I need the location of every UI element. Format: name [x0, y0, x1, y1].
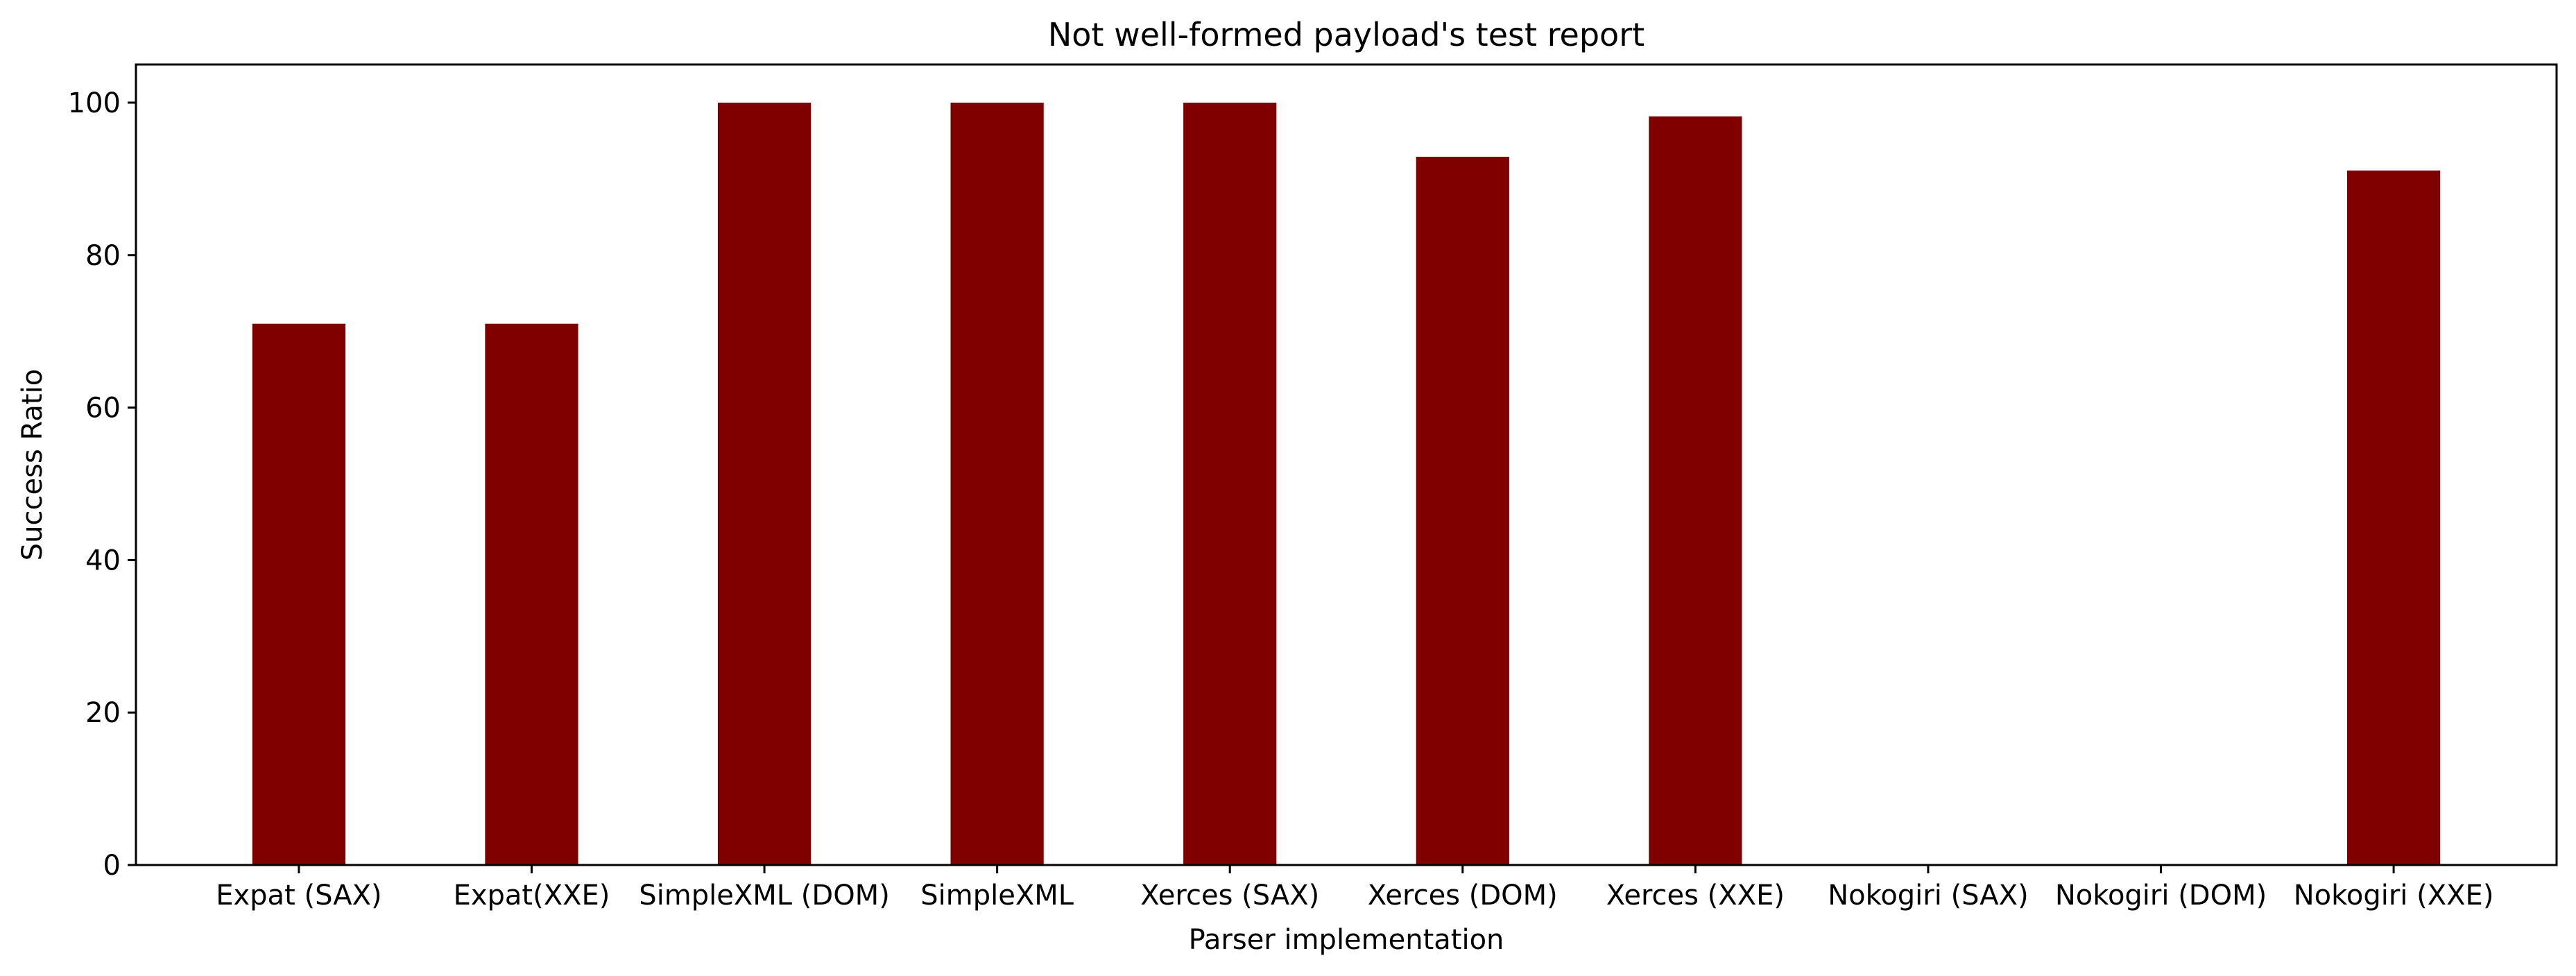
x-tick-label: Nokogiri (XXE)	[2294, 880, 2494, 911]
x-tick-label: Nokogiri (DOM)	[2055, 880, 2267, 911]
x-tick-label: Xerces (SAX)	[1140, 880, 1319, 911]
bar	[485, 323, 578, 866]
plot-frame	[135, 63, 2558, 866]
y-tick-label: 40	[85, 545, 121, 576]
bar	[1183, 102, 1277, 865]
bar	[252, 323, 346, 866]
y-tick-label: 0	[103, 850, 121, 882]
bars-group	[252, 102, 2441, 866]
bar	[2346, 170, 2441, 865]
x-tick-label: Expat (SAX)	[216, 880, 381, 911]
y-axis: 0 20 40 60 80 100	[68, 87, 136, 882]
x-axis-label: Parser implementation	[1189, 924, 1504, 956]
x-tick-label: SimpleXML (DOM)	[639, 880, 890, 911]
x-tick-label: Xerces (XXE)	[1606, 880, 1785, 911]
x-axis: Expat (SAX) Expat(XXE) SimpleXML (DOM) Simp…	[216, 865, 2493, 911]
chart-title: Not well-formed payload's test report	[1048, 16, 1645, 53]
x-tick-label: Expat(XXE)	[454, 880, 610, 911]
y-axis-label: Success Ratio	[17, 369, 49, 560]
bar	[1649, 116, 1742, 866]
y-tick-label: 60	[85, 393, 121, 425]
x-tick-label: Nokogiri (SAX)	[1828, 880, 2029, 911]
bar	[717, 102, 812, 865]
x-tick-label: Xerces (DOM)	[1368, 880, 1558, 911]
x-tick-label: SimpleXML	[920, 880, 1074, 911]
y-tick-label: 20	[85, 697, 121, 729]
bar	[1416, 156, 1509, 866]
y-tick-label: 100	[68, 87, 121, 119]
bar	[950, 102, 1044, 865]
y-tick-label: 80	[85, 240, 121, 272]
